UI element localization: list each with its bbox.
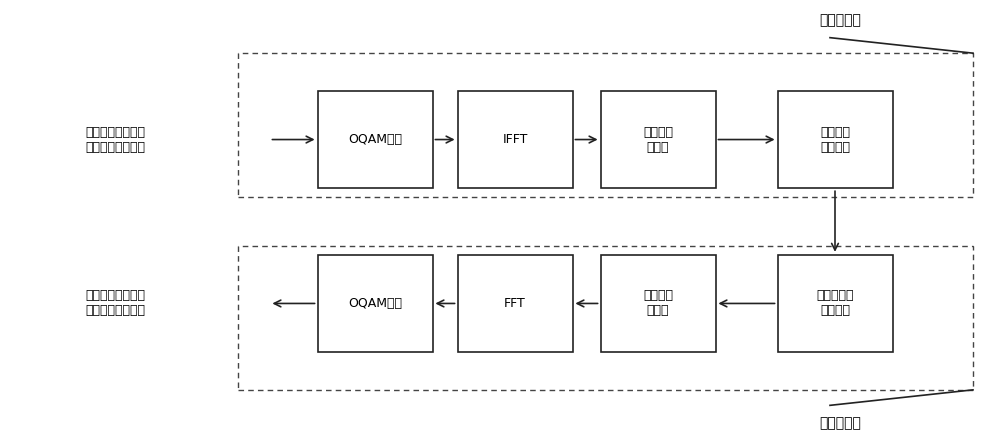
Bar [778, 255, 893, 352]
Text: 同步获取待
处理信号: 同步获取待 处理信号 [816, 289, 854, 318]
Bar [238, 53, 973, 197]
Bar [778, 91, 893, 188]
Text: OQAM调制: OQAM调制 [348, 133, 402, 146]
Text: 数据接收端: 数据接收端 [819, 416, 861, 430]
Bar [458, 255, 572, 352]
Text: IFFT: IFFT [502, 133, 528, 146]
Bar [238, 246, 973, 390]
Bar [318, 255, 432, 352]
Text: OQAM解调: OQAM解调 [348, 297, 402, 310]
Bar [318, 91, 432, 188]
Text: 数据发送端: 数据发送端 [819, 13, 861, 27]
Text: 每个原始信号的实
部和虚部交替输入: 每个原始信号的实 部和虚部交替输入 [85, 125, 145, 154]
Bar [458, 91, 572, 188]
Bar [600, 91, 716, 188]
Bar [600, 255, 716, 352]
Text: 叠加输出
基带信号: 叠加输出 基带信号 [820, 125, 850, 154]
Text: 原型滤波
器滤波: 原型滤波 器滤波 [643, 125, 673, 154]
Text: FFT: FFT [504, 297, 526, 310]
Text: 原型滤波
器滤波: 原型滤波 器滤波 [643, 289, 673, 318]
Text: 每个恢复信号的实
部和虚部交替输出: 每个恢复信号的实 部和虚部交替输出 [85, 289, 145, 318]
